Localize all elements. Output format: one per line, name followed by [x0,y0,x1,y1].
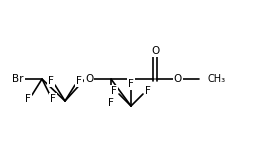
Text: F: F [145,86,151,96]
Text: CH₃: CH₃ [207,74,225,84]
Text: F: F [111,86,117,96]
Text: O: O [85,74,93,84]
Text: F: F [108,98,114,108]
Text: F: F [50,94,56,104]
Text: O: O [151,46,159,56]
Text: F: F [128,79,134,89]
Text: F: F [48,76,54,86]
Text: Br: Br [12,74,24,84]
Text: O: O [174,74,182,84]
Text: F: F [76,76,82,86]
Text: F: F [25,94,31,104]
